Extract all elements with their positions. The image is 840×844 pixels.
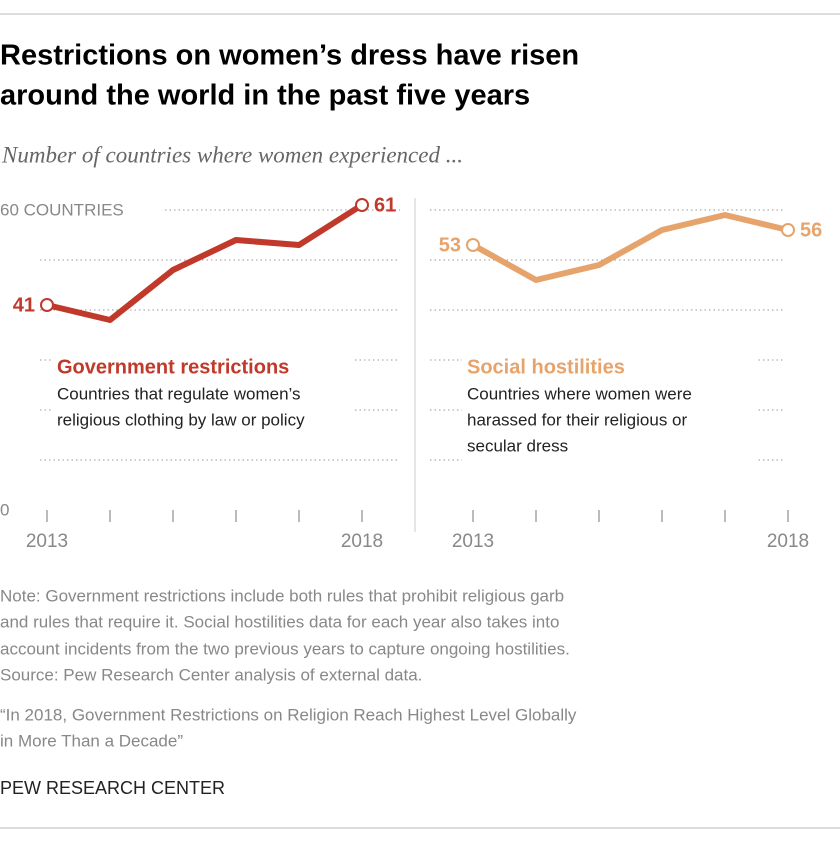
subtitle: Number of countries where women experien… xyxy=(1,142,463,167)
endpoint-marker xyxy=(355,198,369,212)
note: Source: Pew Research Center analysis of … xyxy=(0,665,422,684)
note: account incidents from the two previous … xyxy=(0,639,570,658)
series-description: secular dress xyxy=(467,436,568,455)
note: in More Than a Decade” xyxy=(0,731,183,750)
title: Restrictions on women’s dress have risen xyxy=(0,40,579,72)
x-tick-label: 2018 xyxy=(341,531,383,552)
endpoint-marker xyxy=(40,298,54,312)
data-label: 53 xyxy=(439,234,461,256)
y-tick-label: 60 COUNTRIES xyxy=(0,200,124,219)
label-backdrop xyxy=(462,350,757,465)
credit: PEW RESEARCH CENTER xyxy=(0,778,225,798)
endpoint-marker xyxy=(781,223,795,237)
x-tick-label: 2013 xyxy=(26,531,68,552)
y-tick-label: 0 xyxy=(0,500,9,519)
series-description: Countries that regulate women’s xyxy=(57,384,301,403)
label-backdrop xyxy=(52,350,352,440)
note: Note: Government restrictions include bo… xyxy=(0,586,564,605)
series-line xyxy=(46,202,364,323)
note: “In 2018, Government Restrictions on Rel… xyxy=(0,705,577,724)
x-tick-label: 2018 xyxy=(767,531,809,552)
series-description: religious clothing by law or policy xyxy=(57,410,305,429)
series-line xyxy=(471,212,789,283)
title: around the world in the past five years xyxy=(0,80,530,112)
series-name: Government restrictions xyxy=(57,356,289,378)
data-label: 41 xyxy=(13,294,35,316)
data-label: 61 xyxy=(374,194,396,216)
series-name: Social hostilities xyxy=(467,356,625,378)
endpoint-marker xyxy=(466,238,480,252)
series-description: Countries where women were xyxy=(467,384,692,403)
x-tick-label: 2013 xyxy=(452,531,494,552)
series-description: harassed for their religious or xyxy=(467,410,688,429)
data-label: 56 xyxy=(800,219,822,241)
note: and rules that require it. Social hostil… xyxy=(0,612,559,631)
